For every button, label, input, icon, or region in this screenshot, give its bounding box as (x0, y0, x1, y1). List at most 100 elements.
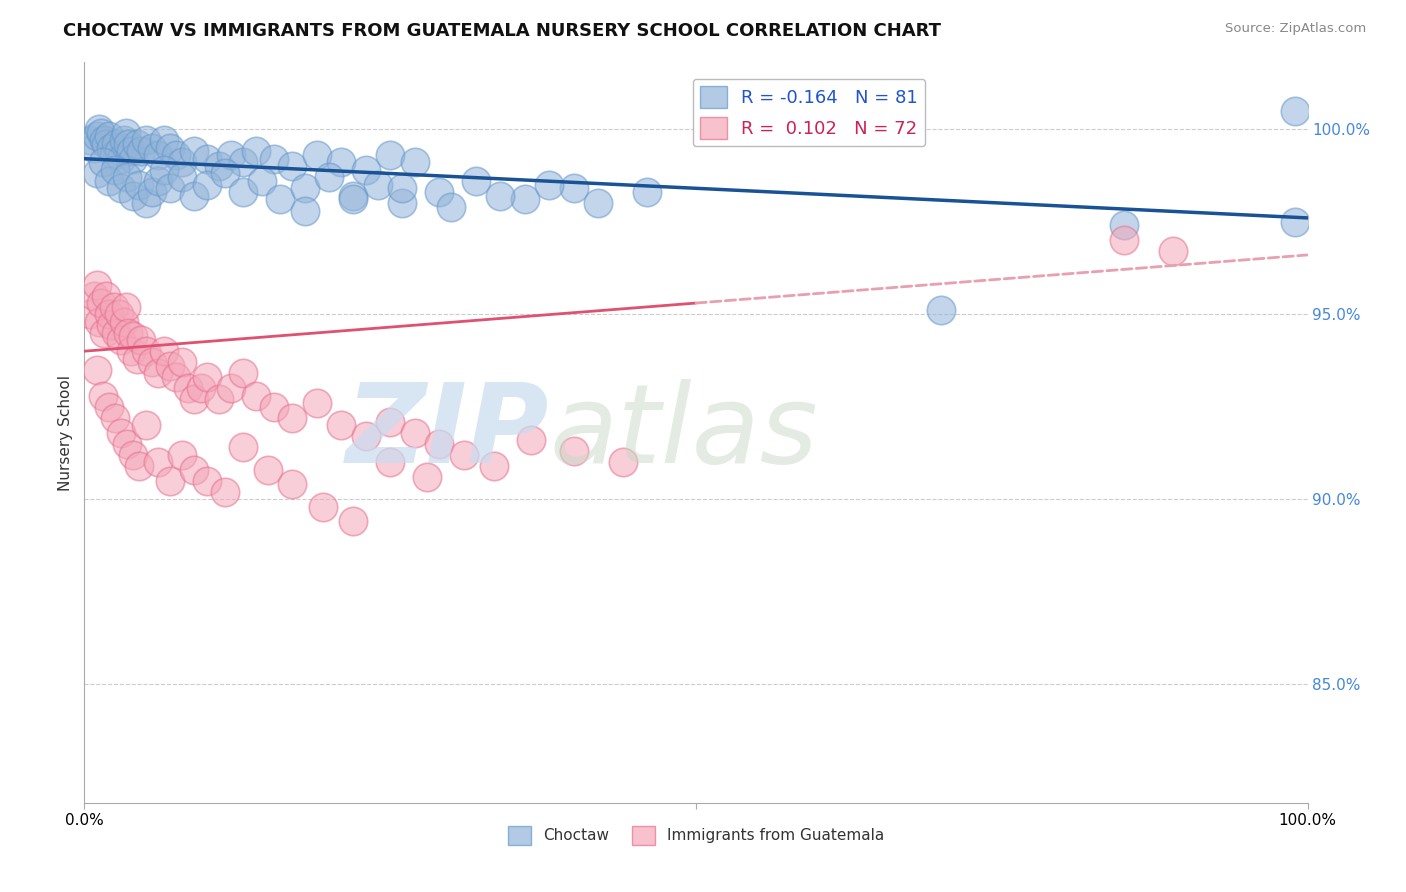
Point (281, 159, 304, 173)
Text: Source: ZipAtlas.com: Source: ZipAtlas.com (1226, 22, 1367, 36)
Point (391, 181, 413, 195)
Point (281, 410, 304, 425)
Point (146, 455, 169, 469)
Point (172, 170, 194, 185)
Point (104, 162, 127, 177)
Point (83, 140, 105, 154)
Point (122, 152, 145, 166)
Point (159, 181, 181, 195)
Point (146, 148, 169, 162)
Point (128, 178, 150, 192)
Point (115, 300, 138, 314)
Point (97, 174, 120, 188)
Point (250, 174, 273, 188)
Point (93, 326, 115, 340)
Point (929, 303, 952, 318)
Point (342, 515, 364, 529)
Point (489, 188, 512, 202)
Point (107, 307, 129, 321)
Point (183, 392, 205, 407)
Point (294, 203, 316, 218)
Point (165, 370, 187, 384)
Point (257, 462, 280, 476)
Point (128, 458, 150, 473)
Point (354, 162, 377, 177)
Point (427, 436, 450, 450)
Point (380, 148, 402, 162)
Text: CHOCTAW VS IMMIGRANTS FROM GUATEMALA NURSERY SCHOOL CORRELATION CHART: CHOCTAW VS IMMIGRANTS FROM GUATEMALA NUR… (63, 22, 941, 40)
Point (232, 155, 254, 169)
Point (87, 122, 110, 136)
Point (391, 196, 413, 211)
Point (172, 355, 194, 369)
Point (263, 152, 285, 166)
Point (141, 355, 163, 369)
Point (104, 410, 127, 425)
Point (83, 288, 105, 302)
Point (107, 145, 129, 159)
Point (416, 470, 439, 484)
Point (281, 477, 304, 491)
Point (86, 129, 108, 144)
Point (153, 133, 176, 147)
Point (330, 418, 353, 433)
Point (91, 388, 114, 402)
Point (232, 185, 254, 199)
Point (195, 152, 218, 166)
Point (100, 140, 122, 154)
Point (380, 455, 402, 469)
Point (520, 433, 543, 447)
Point (404, 155, 426, 169)
Point (305, 148, 328, 162)
Point (232, 367, 254, 381)
Point (342, 188, 364, 202)
Point (79, 307, 101, 321)
Point (86, 362, 108, 376)
Point (115, 436, 138, 450)
Point (141, 185, 163, 199)
Point (117, 136, 139, 151)
Point (96, 136, 118, 151)
Point (195, 178, 218, 192)
Point (96, 288, 118, 302)
Point (183, 145, 205, 159)
Point (464, 174, 486, 188)
Point (305, 396, 328, 410)
Point (214, 484, 236, 499)
Point (165, 148, 187, 162)
Point (232, 441, 254, 455)
Point (214, 167, 236, 181)
Legend: Choctaw, Immigrants from Guatemala: Choctaw, Immigrants from Guatemala (502, 820, 890, 851)
Text: atlas: atlas (550, 379, 818, 486)
Point (219, 381, 242, 395)
Point (453, 448, 475, 462)
Point (159, 474, 181, 488)
Point (482, 458, 505, 473)
Point (110, 181, 132, 195)
Point (100, 318, 122, 333)
Point (245, 145, 267, 159)
Point (440, 200, 463, 214)
Point (115, 170, 138, 185)
Point (122, 329, 145, 343)
Point (135, 133, 157, 147)
Point (105, 326, 128, 340)
Point (427, 185, 450, 199)
Point (1114, 233, 1136, 247)
Point (103, 300, 125, 314)
Point (330, 155, 353, 169)
Point (183, 462, 205, 476)
Point (90, 126, 112, 140)
Point (103, 148, 125, 162)
Point (146, 174, 169, 188)
Point (112, 315, 135, 329)
Point (404, 425, 426, 440)
Point (183, 188, 205, 202)
Point (122, 448, 145, 462)
Point (112, 133, 135, 147)
Point (612, 455, 634, 469)
Point (562, 181, 585, 195)
Point (159, 359, 181, 373)
Point (1114, 219, 1136, 233)
Point (86, 277, 108, 292)
